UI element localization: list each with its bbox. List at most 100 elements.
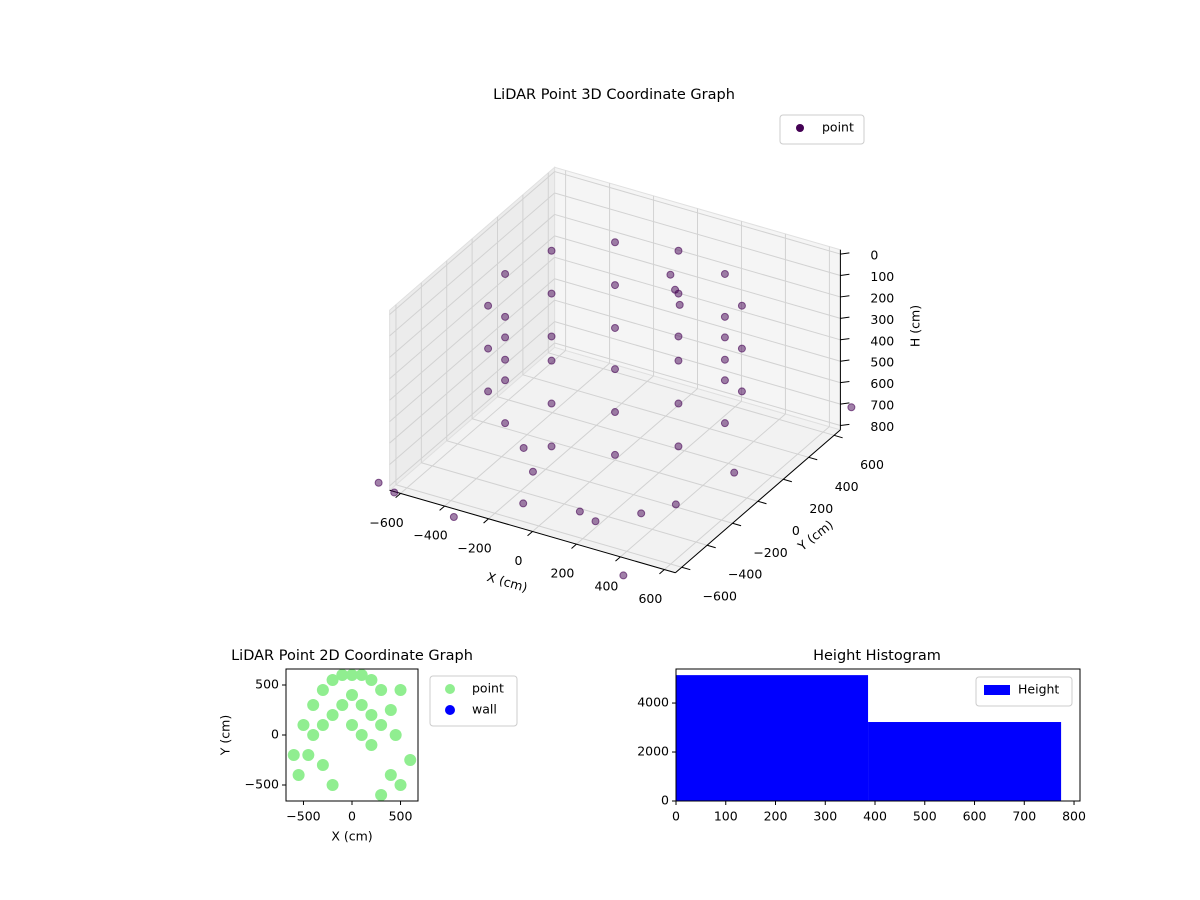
x-tick-label: 400 (595, 578, 619, 593)
tick-mark (783, 478, 792, 483)
point (336, 699, 349, 711)
grid-line (548, 352, 835, 436)
y-axis-line (675, 429, 841, 574)
y-tick-label: 600 (860, 457, 884, 472)
y-tick-label: −400 (728, 567, 762, 582)
x-tick-label: 200 (764, 809, 788, 824)
y-tick-label: 400 (835, 479, 859, 494)
point (355, 699, 368, 711)
x-tick-label: 400 (863, 809, 887, 824)
legend-label: Height (1018, 682, 1059, 697)
grid-line (554, 171, 841, 255)
grid-line (389, 214, 555, 358)
grid-line (389, 321, 555, 465)
x-tick-label: 0 (672, 809, 680, 824)
legend-marker (796, 124, 804, 132)
tick-mark (681, 566, 691, 571)
x-tick-label: 300 (813, 809, 837, 824)
grid-line (389, 278, 555, 423)
x-tick-label: 800 (1062, 809, 1086, 824)
z-tick-label: 800 (870, 419, 894, 434)
x-tick-label: 500 (913, 809, 937, 824)
point (619, 571, 628, 580)
point (720, 355, 729, 364)
grid-line (554, 342, 841, 427)
point (484, 344, 493, 353)
tick-mark (395, 493, 401, 499)
point (611, 450, 619, 459)
point (547, 246, 556, 255)
point (449, 512, 458, 521)
point (292, 769, 305, 781)
point (720, 419, 729, 428)
y-tick-label: −600 (703, 589, 737, 604)
point (737, 387, 746, 396)
point (389, 729, 402, 741)
point (355, 669, 368, 681)
tick-mark (840, 423, 850, 427)
point (365, 709, 378, 721)
point (671, 500, 680, 509)
point (666, 270, 675, 279)
y-tick-label: 200 (809, 501, 833, 516)
point (637, 509, 646, 518)
point (720, 269, 729, 278)
grid-line (389, 171, 555, 315)
legend-box (779, 114, 865, 145)
x-tick-label: 600 (963, 809, 987, 824)
legend-box (975, 676, 1073, 707)
grid-line (554, 256, 841, 341)
point (611, 408, 619, 417)
point (519, 443, 528, 452)
point (720, 376, 729, 385)
x-tick-label: 200 (551, 566, 575, 581)
chart-title: Height Histogram (813, 648, 941, 664)
point (326, 674, 339, 686)
point (326, 709, 339, 721)
x-tick-label: 500 (389, 809, 413, 824)
grid-line (471, 418, 759, 502)
point (575, 507, 584, 516)
tick-mark (840, 338, 850, 341)
legend-marker (445, 684, 455, 694)
legend-marker (445, 705, 455, 715)
point (287, 749, 300, 761)
point (674, 332, 683, 341)
y-tick-label: 2000 (637, 744, 669, 759)
tick-mark (483, 518, 489, 524)
bar (868, 722, 1062, 801)
point (611, 365, 619, 374)
point (720, 312, 729, 321)
point (730, 468, 739, 477)
grid-line (389, 256, 555, 401)
point (384, 769, 397, 781)
grid-line (389, 342, 555, 487)
point (336, 669, 349, 681)
z-tick-label: 100 (870, 269, 894, 284)
grid-line (554, 278, 841, 362)
bar (676, 675, 869, 801)
point (547, 289, 556, 298)
tick-mark (840, 359, 850, 362)
plot-frame (675, 668, 1081, 802)
point (671, 285, 680, 294)
point (375, 684, 388, 696)
grid-line (421, 462, 708, 546)
tick-mark (659, 569, 665, 575)
point (611, 238, 619, 247)
z-tick-label: 500 (870, 355, 894, 370)
point (674, 246, 683, 255)
x-tick-label: 600 (638, 591, 662, 606)
tick-mark (571, 543, 577, 549)
grid-line (446, 440, 733, 524)
z-tick-label: 300 (870, 312, 894, 327)
point (297, 719, 310, 731)
y-axis-label: Y (cm) (218, 715, 233, 756)
x-tick-label: 0 (515, 553, 523, 568)
chart-title: LiDAR Point 3D Coordinate Graph (493, 87, 735, 103)
point (365, 674, 378, 686)
point (346, 719, 358, 731)
z-tick-label: 600 (870, 376, 894, 391)
legend-label: point (472, 681, 504, 696)
tick-mark (840, 273, 850, 277)
